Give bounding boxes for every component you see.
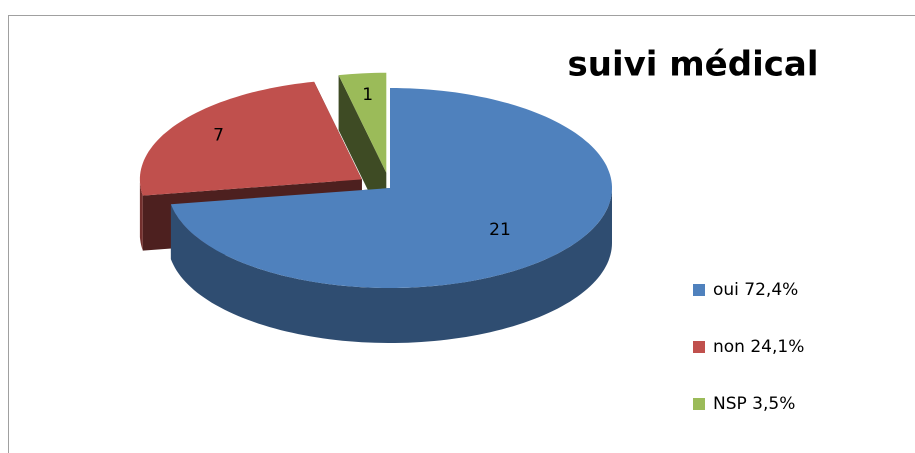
legend-label: oui 72,4% xyxy=(713,280,798,300)
legend-swatch xyxy=(693,341,705,353)
legend-label: NSP 3,5% xyxy=(713,394,795,414)
chart-title: suivi médical xyxy=(568,45,819,85)
pie-slice xyxy=(170,88,612,288)
slice-side xyxy=(139,179,143,251)
data-label: 21 xyxy=(489,220,511,240)
legend-swatch xyxy=(693,398,705,410)
slice-side xyxy=(170,188,612,343)
data-label: 7 xyxy=(213,126,224,146)
legend-label: non 24,1% xyxy=(713,337,804,357)
pie-slice xyxy=(139,81,362,196)
legend-swatch xyxy=(693,284,705,296)
data-label: 1 xyxy=(362,85,373,105)
frame xyxy=(8,15,915,453)
pie-slice xyxy=(338,72,387,173)
